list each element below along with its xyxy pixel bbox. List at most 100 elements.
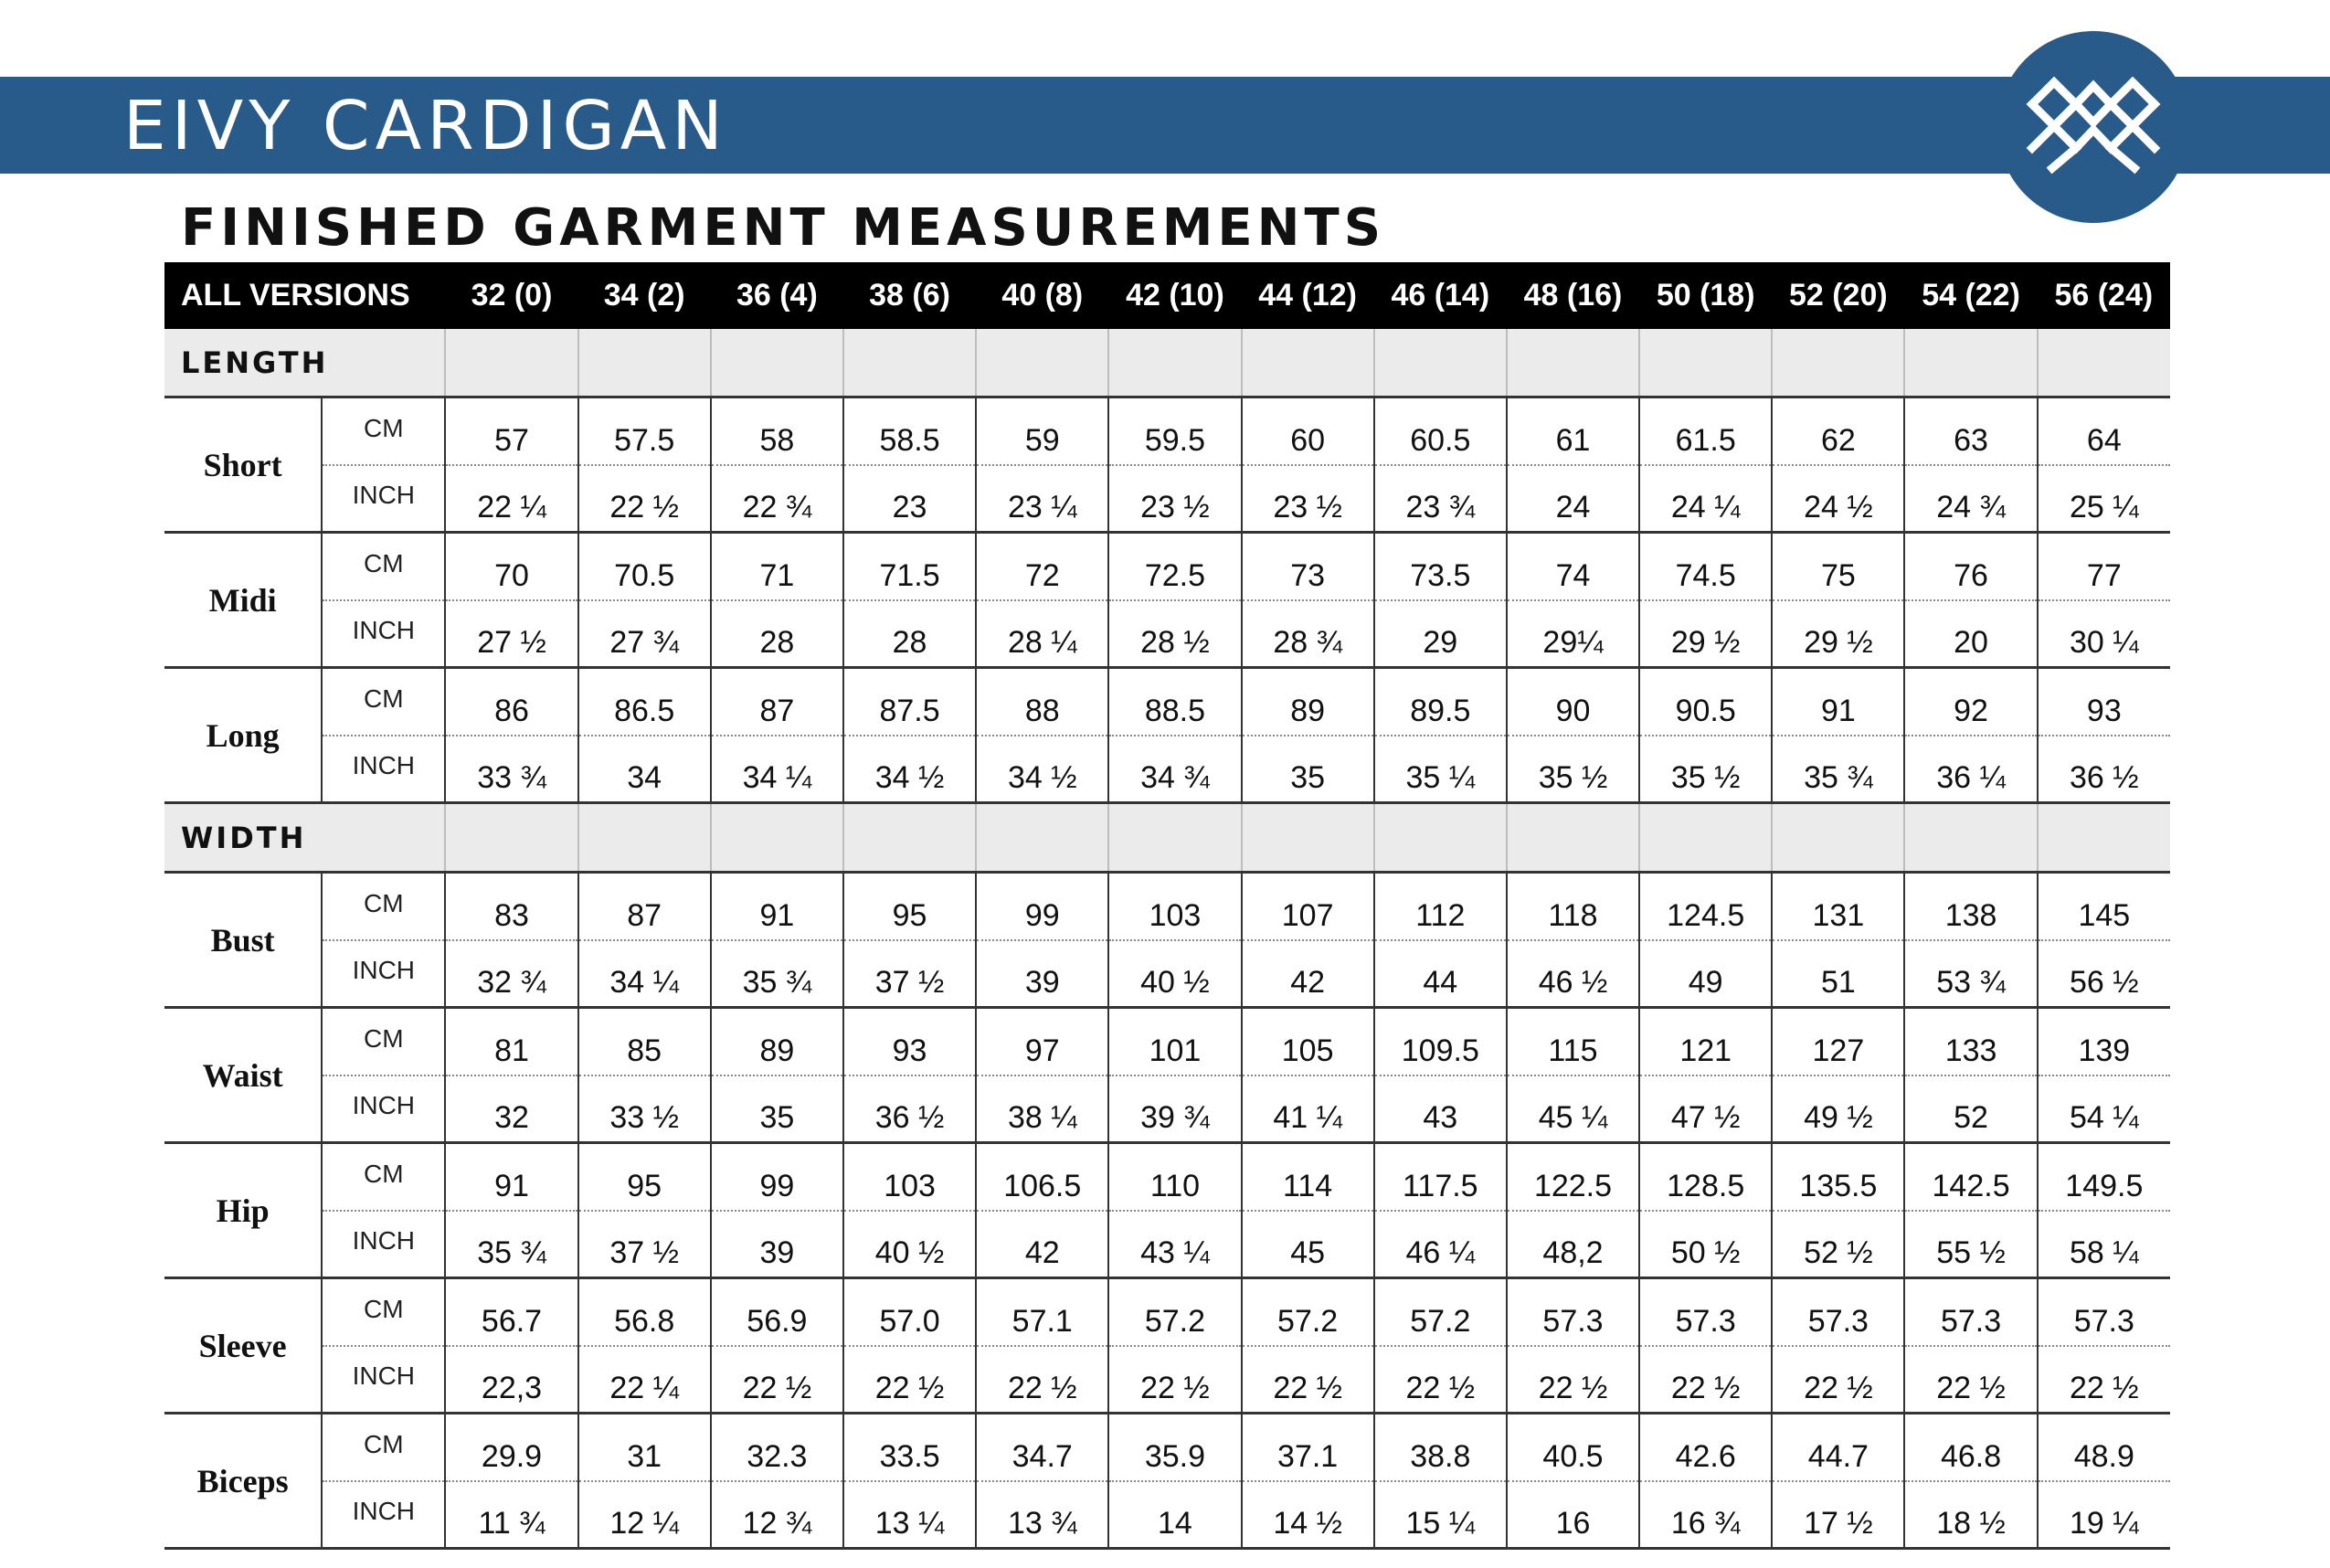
header-size: 44 (12) bbox=[1241, 262, 1374, 329]
unit-inch-label: INCH bbox=[321, 939, 446, 1009]
value-cell: 60.5 bbox=[1372, 397, 1507, 466]
section-blank-cell bbox=[842, 802, 977, 874]
section-blank-cell bbox=[1107, 802, 1242, 874]
measurement-label: Hip bbox=[164, 1142, 323, 1279]
value-cell: 99 bbox=[975, 872, 1109, 941]
value-cell: 24 ½ bbox=[1771, 464, 1905, 534]
value-cell: 110 bbox=[1107, 1142, 1242, 1212]
value-cell: 133 bbox=[1903, 1007, 2038, 1076]
table-row: Bust CM 83 87 91 95 99 103 107 112 118 124.5 131 138 1… bbox=[164, 872, 2170, 1009]
value-cell: 62 bbox=[1771, 397, 1905, 466]
value-cell: 35 ½ bbox=[1505, 735, 1640, 804]
table-row: Biceps CM 29.9 31 32.3 33.5 34.7 35.9 37.1 38.8 40… bbox=[164, 1413, 2170, 1550]
value-cell: 27 ¾ bbox=[577, 599, 711, 669]
value-cell: 117.5 bbox=[1372, 1142, 1507, 1212]
value-cell: 56.7 bbox=[444, 1277, 578, 1347]
section-blank-cell bbox=[1771, 802, 1905, 874]
value-cell: 138 bbox=[1903, 872, 2038, 941]
value-cell: 36 ½ bbox=[2036, 735, 2170, 804]
value-cell: 73.5 bbox=[1372, 532, 1507, 601]
value-cell: 51 bbox=[1771, 939, 1905, 1009]
section-blank-cell bbox=[444, 329, 578, 398]
unit-inch-label: INCH bbox=[321, 735, 446, 804]
section-header-row: WIDTH bbox=[164, 802, 2170, 874]
value-cell: 35 ¼ bbox=[1372, 735, 1507, 804]
value-cell: 70 bbox=[444, 532, 578, 601]
value-cell: 29¼ bbox=[1505, 599, 1640, 669]
value-cell: 77 bbox=[2036, 532, 2170, 601]
value-cell: 24 ¾ bbox=[1903, 464, 2038, 534]
value-cell: 12 ¾ bbox=[709, 1480, 843, 1550]
table-body: LENGTH Short CM 57 57.5 58 58.5 59 59.5 60 60.5 61 6… bbox=[164, 329, 2170, 1550]
value-cell: 42 bbox=[1240, 939, 1374, 1009]
section-blank-cell bbox=[1240, 802, 1374, 874]
value-cell: 34 ¾ bbox=[1107, 735, 1242, 804]
value-cell: 50 ½ bbox=[1638, 1210, 1773, 1279]
value-cell: 86 bbox=[444, 667, 578, 736]
value-cell: 63 bbox=[1903, 397, 2038, 466]
value-cell: 42 bbox=[975, 1210, 1109, 1279]
value-cell: 81 bbox=[444, 1007, 578, 1076]
value-cell: 58 bbox=[709, 397, 843, 466]
value-cell: 57.3 bbox=[1771, 1277, 1905, 1347]
value-cell: 53 ¾ bbox=[1903, 939, 2038, 1009]
value-cell: 87 bbox=[709, 667, 843, 736]
section-blank-cell bbox=[842, 329, 977, 398]
measurement-label: Long bbox=[164, 667, 323, 804]
value-cell: 103 bbox=[842, 1142, 977, 1212]
page-title: EIVY CARDIGAN bbox=[123, 87, 728, 165]
value-cell: 22 ½ bbox=[1771, 1345, 1905, 1414]
section-blank-cell bbox=[1505, 329, 1640, 398]
value-cell: 149.5 bbox=[2036, 1142, 2170, 1212]
value-cell: 34 ½ bbox=[842, 735, 977, 804]
value-cell: 22 ½ bbox=[1638, 1345, 1773, 1414]
value-cell: 41 ¼ bbox=[1240, 1075, 1374, 1144]
value-cell: 22 ¼ bbox=[444, 464, 578, 534]
value-cell: 121 bbox=[1638, 1007, 1773, 1076]
value-cell: 135.5 bbox=[1771, 1142, 1905, 1212]
value-cell: 48.9 bbox=[2036, 1413, 2170, 1482]
unit-inch-label: INCH bbox=[321, 1345, 446, 1414]
header-size: 52 (20) bbox=[1772, 262, 1905, 329]
value-cell: 58.5 bbox=[842, 397, 977, 466]
section-header-row: LENGTH bbox=[164, 329, 2170, 398]
table-row: INCH 33 ¾ 34 34 ¼ 34 ½ 34 ½ 34 ¾ 35 35 ¼ 35 ½ 35 ½… bbox=[164, 735, 2170, 804]
value-cell: 29 bbox=[1372, 599, 1507, 669]
value-cell: 43 ¼ bbox=[1107, 1210, 1242, 1279]
value-cell: 46 ¼ bbox=[1372, 1210, 1507, 1279]
header-size: 32 (0) bbox=[445, 262, 578, 329]
value-cell: 35 bbox=[1240, 735, 1374, 804]
header-size: 48 (16) bbox=[1506, 262, 1640, 329]
value-cell: 97 bbox=[975, 1007, 1109, 1076]
value-cell: 15 ¼ bbox=[1372, 1480, 1507, 1550]
value-cell: 107 bbox=[1240, 872, 1374, 941]
value-cell: 34 ¼ bbox=[577, 939, 711, 1009]
section-blank-cell bbox=[975, 802, 1109, 874]
value-cell: 89 bbox=[709, 1007, 843, 1076]
section-title: LENGTH bbox=[164, 329, 446, 398]
section-blank-cell bbox=[1372, 802, 1507, 874]
value-cell: 20 bbox=[1903, 599, 2038, 669]
value-cell: 42.6 bbox=[1638, 1413, 1773, 1482]
value-cell: 34 ½ bbox=[975, 735, 1109, 804]
unit-inch-label: INCH bbox=[321, 1210, 446, 1279]
value-cell: 22 ½ bbox=[2036, 1345, 2170, 1414]
value-cell: 58 ¼ bbox=[2036, 1210, 2170, 1279]
value-cell: 46 ½ bbox=[1505, 939, 1640, 1009]
header-size: 50 (18) bbox=[1639, 262, 1773, 329]
value-cell: 49 bbox=[1638, 939, 1773, 1009]
value-cell: 89 bbox=[1240, 667, 1374, 736]
value-cell: 40 ½ bbox=[1107, 939, 1242, 1009]
value-cell: 122.5 bbox=[1505, 1142, 1640, 1212]
value-cell: 33.5 bbox=[842, 1413, 977, 1482]
value-cell: 64 bbox=[2036, 397, 2170, 466]
value-cell: 128.5 bbox=[1638, 1142, 1773, 1212]
value-cell: 99 bbox=[709, 1142, 843, 1212]
value-cell: 35 ½ bbox=[1638, 735, 1773, 804]
value-cell: 35 bbox=[709, 1075, 843, 1144]
value-cell: 54 ¼ bbox=[2036, 1075, 2170, 1144]
value-cell: 44.7 bbox=[1771, 1413, 1905, 1482]
value-cell: 25 ¼ bbox=[2036, 464, 2170, 534]
value-cell: 35.9 bbox=[1107, 1413, 1242, 1482]
value-cell: 37 ½ bbox=[577, 1210, 711, 1279]
